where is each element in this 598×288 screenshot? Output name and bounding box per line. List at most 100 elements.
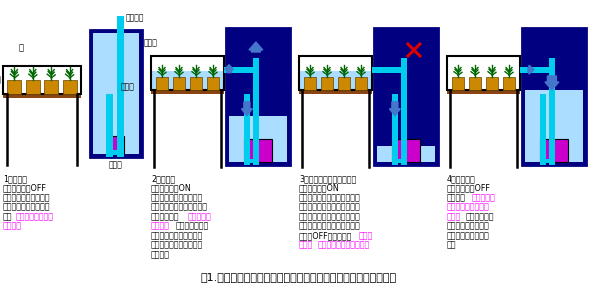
Bar [392,139,420,162]
FancyArrow shape [249,42,263,52]
Text: 培地は底面から十分に吸: 培地は底面から十分に吸 [151,240,203,249]
Bar [151,89,224,94]
Text: 入される。タンク内では、: 入される。タンク内では、 [151,202,208,211]
Bar [226,28,290,165]
Bar [117,16,124,157]
Text: 培養液: 培養液 [121,83,135,92]
Text: 給排水管より: 給排水管より [151,212,179,221]
Bar [522,28,586,165]
Text: 苗は水には浸って: 苗は水には浸って [15,212,53,221]
Text: 管を逆流してタンク: 管を逆流してタンク [447,202,490,211]
Bar [207,77,219,90]
Bar [304,77,316,90]
Bar [244,159,259,163]
Bar [44,80,58,94]
Bar [243,139,273,162]
Bar [452,77,464,90]
Text: 逃げ水: 逃げ水 [359,231,373,240]
Text: いない。: いない。 [3,221,22,230]
Bar [539,139,569,162]
Text: 栽培槽: 栽培槽 [0,75,1,84]
Bar [3,93,81,98]
Text: 1）通常時: 1）通常時 [3,174,27,183]
Bar [447,56,520,90]
Text: 水中ポンプ：OFF: 水中ポンプ：OFF [3,183,47,192]
Text: 水は、栽培槽中の低い: 水は、栽培槽中の低い [3,193,50,202]
Bar [540,159,555,163]
Bar [244,94,250,165]
Bar [299,89,372,94]
Bar [525,90,583,162]
Text: 水する。: 水する。 [151,250,170,259]
Bar [372,67,407,73]
Bar [392,159,407,163]
Bar [540,94,546,165]
Text: く。: く。 [447,240,456,249]
Text: タンクの水位が下がり、空に: タンクの水位が下がり、空に [299,193,361,202]
Bar [321,77,333,90]
Bar [253,58,259,165]
Text: 栽培槽の: 栽培槽の [447,193,466,202]
Text: タンク: タンク [144,38,158,47]
Text: ポンプの空運転はない。: ポンプの空運転はない。 [318,240,370,249]
Text: 4）給水終了: 4）給水終了 [447,174,476,183]
Text: る。: る。 [3,212,13,221]
Text: 水が出る: 水が出る [151,221,170,230]
Bar [108,136,124,154]
Text: 位は苗底部より低い: 位は苗底部より低い [447,221,490,230]
Text: 水中ポンプ：ON: 水中ポンプ：ON [151,183,192,192]
Bar [3,66,81,94]
Bar [229,116,287,162]
Bar [173,77,185,90]
Bar [338,77,350,90]
Bar [90,30,142,157]
Bar [151,56,224,90]
Text: に戻る: に戻る [447,212,461,221]
Text: 水中ポンプ：ON: 水中ポンプ：ON [299,183,340,192]
Text: 架台: 架台 [0,153,1,162]
Text: ポンプ: ポンプ [109,160,123,169]
Bar [503,77,515,90]
Text: は逃げ水がでる。この状態は: は逃げ水がでる。この状態は [299,221,361,230]
Text: つねに逃げ: つねに逃げ [188,212,211,221]
FancyArrow shape [224,65,233,73]
Bar [224,67,259,73]
Bar [392,94,398,165]
Text: 水は給排水: 水は給排水 [471,193,495,202]
Text: 苗: 苗 [19,43,23,52]
Text: 2）給水時: 2）給水時 [151,174,175,183]
FancyArrow shape [545,76,559,90]
Bar [520,67,555,73]
Bar [106,150,124,155]
Text: 3）給水時（タンクが空）: 3）給水時（タンクが空） [299,174,356,183]
Text: 近くなると、栽培槽への給水: 近くなると、栽培槽への給水 [299,202,361,211]
FancyArrow shape [528,65,534,74]
Bar [299,71,372,90]
Bar [190,77,202,90]
Text: 給排水管: 給排水管 [126,13,144,22]
Text: 。栽培槽の水: 。栽培槽の水 [465,212,494,221]
Text: タンクの水が栽培槽に注: タンクの水が栽培槽に注 [151,193,203,202]
Bar [447,89,520,94]
Bar [401,58,407,165]
Bar [156,77,168,90]
Text: 水位が上昇していく。苗: 水位が上昇していく。苗 [151,231,203,240]
Text: 水中ポンプ：OFF: 水中ポンプ：OFF [447,183,491,192]
Bar [106,94,112,157]
Bar [26,80,40,94]
Bar [486,77,498,90]
Text: により: により [299,240,313,249]
FancyArrow shape [389,102,401,116]
Bar [299,56,372,90]
Text: 位置まで低下して行: 位置まで低下して行 [447,231,490,240]
Text: 図1.　育苗装置の概要と栽培槽への培養液の給液及び排液の動作: 図1. 育苗装置の概要と栽培槽への培養液の給液及び排液の動作 [201,272,397,282]
Text: 部分のみにごく少量あ: 部分のみにごく少量あ [3,202,50,211]
Bar [93,33,139,154]
Bar [377,146,435,162]
Text: ポンプOFFまで続き、: ポンプOFFまで続き、 [299,231,352,240]
Bar [7,80,22,94]
Bar [469,77,481,90]
Bar [63,80,77,94]
Bar [374,28,438,165]
Text: は停止するが、給排水管から: は停止するが、給排水管から [299,212,361,221]
